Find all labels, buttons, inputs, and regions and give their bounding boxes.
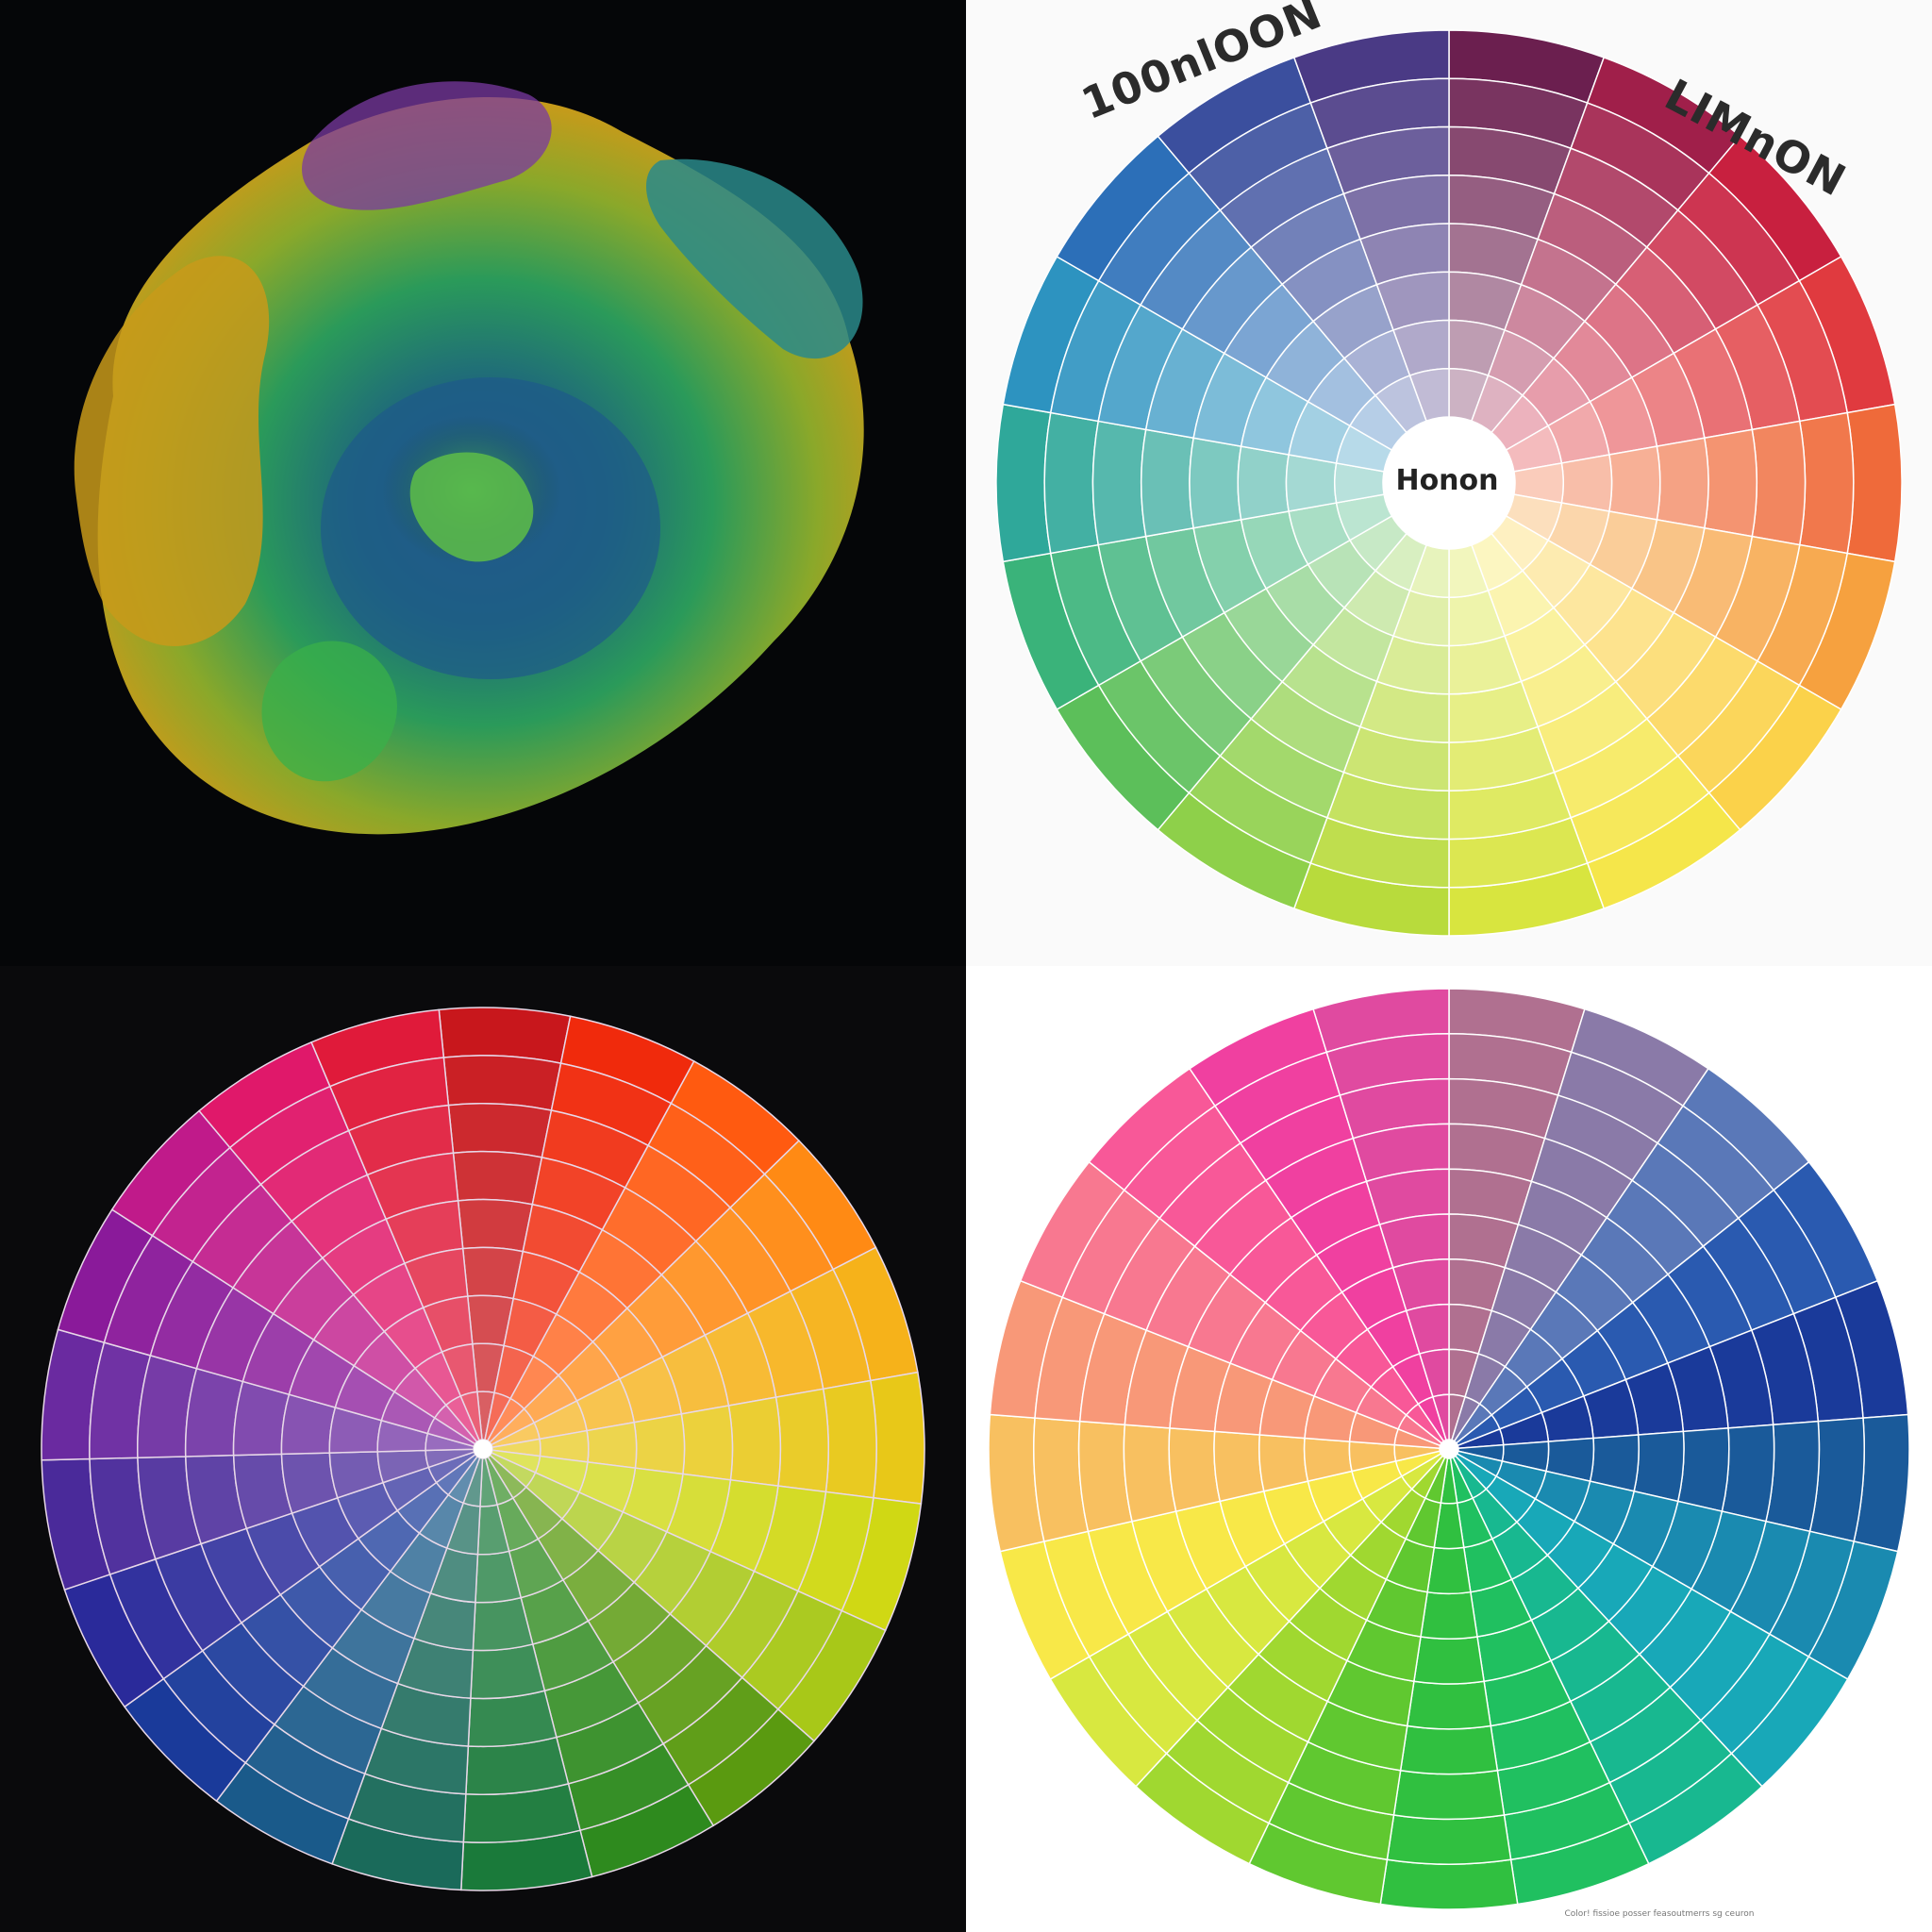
wheel-segment: [457, 1198, 534, 1253]
color-wheel-light-panel: 100nlOON LIMnON Honon: [966, 0, 1932, 966]
wheel-segment: [1751, 420, 1807, 546]
coral-render: [74, 81, 864, 835]
wheel-center-label: Honon: [1395, 464, 1499, 497]
wheel-segment: [1798, 411, 1855, 555]
wheel-segment: [1123, 1424, 1177, 1523]
wheel-segment: [452, 1150, 543, 1206]
wheel-segment: [1213, 1430, 1265, 1503]
wheel-hub: [1440, 1440, 1458, 1458]
wheel-segment: [1703, 428, 1758, 538]
wheel-segment: [1386, 1814, 1512, 1865]
wheel-segment: [1168, 1427, 1222, 1512]
wheel-segment: [586, 1421, 638, 1470]
wheel-hub: [474, 1440, 492, 1458]
wheel-segment: [1560, 454, 1613, 512]
wheel-segment: [727, 1396, 782, 1487]
wheel-segment: [1608, 445, 1661, 521]
wheel-segment: [1413, 1636, 1485, 1685]
wheel-segment: [1285, 454, 1338, 512]
color-wheel-dark: [41, 1007, 925, 1891]
wheel-segment: [1676, 1427, 1730, 1512]
wheel-segment: [1846, 403, 1903, 563]
wheel-segment: [1633, 1430, 1685, 1503]
color-wheel-light: [995, 29, 1903, 937]
wheel-segment: [461, 1246, 525, 1300]
wheel-segment: [1140, 428, 1195, 538]
wheel-segment: [1406, 1680, 1492, 1730]
coral-shape: [74, 81, 864, 835]
wheel-segment: [438, 1007, 572, 1065]
coral-render-panel: [0, 0, 966, 966]
wheel-segment: [1420, 1591, 1478, 1640]
wheel-segment: [633, 1412, 686, 1475]
color-wheel-vivid-panel: Color! fissioe posser feasoutmerrs sg ce…: [966, 966, 1932, 1932]
wheel-segment: [1043, 411, 1100, 555]
wheel-segment: [1399, 1724, 1499, 1775]
wheel-segment: [1091, 420, 1147, 546]
wheel-segment: [1392, 1769, 1506, 1821]
wheel-footnote: Color! fissioe posser feasoutmerrs sg ce…: [1564, 1909, 1755, 1919]
color-wheel-dark-panel: [0, 966, 966, 1932]
wheel-segment: [822, 1379, 877, 1499]
wheel-segment: [774, 1388, 829, 1493]
wheel-segment: [1426, 1546, 1472, 1595]
color-wheel-vivid: [988, 988, 1910, 1910]
wheel-segment: [447, 1103, 553, 1158]
wheel-hub: [1383, 417, 1515, 549]
wheel-segment: [1237, 445, 1290, 521]
wheel-segment: [1258, 1434, 1309, 1492]
wheel-segment: [1379, 1858, 1519, 1910]
wheel-segment: [869, 1371, 925, 1505]
wheel-segment: [470, 1643, 546, 1700]
wheel-segment: [680, 1405, 734, 1481]
wheel-segment: [1189, 437, 1242, 529]
wheel-segment: [1721, 1424, 1775, 1523]
wheel-segment: [1656, 437, 1709, 529]
wheel-segment: [995, 403, 1052, 563]
wheel-segment: [442, 1055, 562, 1111]
